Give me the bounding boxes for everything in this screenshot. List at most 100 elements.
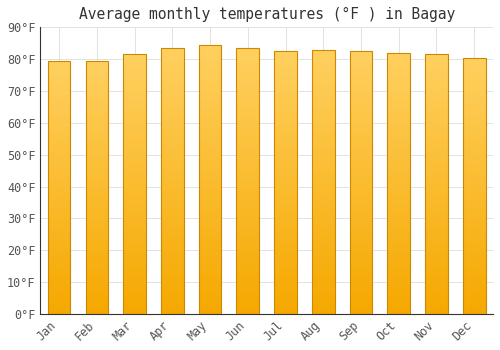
Bar bbox=[124, 140, 146, 142]
Bar bbox=[161, 136, 184, 138]
Bar bbox=[312, 243, 334, 245]
Bar bbox=[161, 146, 184, 149]
Bar bbox=[388, 126, 410, 128]
Bar bbox=[86, 76, 108, 78]
Bar bbox=[388, 89, 410, 92]
Bar bbox=[312, 163, 334, 166]
Bar bbox=[388, 103, 410, 105]
Bar bbox=[463, 183, 485, 186]
Bar bbox=[124, 80, 146, 83]
Bar bbox=[463, 209, 485, 211]
Bar bbox=[274, 190, 297, 193]
Bar bbox=[161, 69, 184, 72]
Bar bbox=[199, 99, 222, 101]
Bar bbox=[161, 290, 184, 293]
Bar bbox=[425, 285, 448, 288]
Bar bbox=[236, 61, 259, 64]
Bar bbox=[425, 132, 448, 135]
Bar bbox=[350, 114, 372, 117]
Bar bbox=[236, 72, 259, 75]
Bar bbox=[161, 154, 184, 157]
Bar bbox=[161, 56, 184, 59]
Bar bbox=[463, 260, 485, 262]
Bar bbox=[236, 85, 259, 88]
Bar bbox=[425, 138, 448, 140]
Bar bbox=[199, 93, 222, 96]
Bar bbox=[312, 145, 334, 147]
Bar bbox=[388, 149, 410, 152]
Bar bbox=[425, 156, 448, 158]
Bar bbox=[312, 86, 334, 89]
Bar bbox=[124, 218, 146, 220]
Bar bbox=[274, 280, 297, 282]
Bar bbox=[48, 187, 70, 190]
Bar bbox=[425, 148, 448, 150]
Bar bbox=[425, 75, 448, 78]
Bar bbox=[388, 58, 410, 61]
Bar bbox=[425, 213, 448, 215]
Bar bbox=[199, 161, 222, 163]
Bar bbox=[124, 283, 146, 285]
Bar bbox=[86, 175, 108, 177]
Bar bbox=[86, 147, 108, 149]
Bar bbox=[274, 261, 297, 264]
Bar bbox=[312, 261, 334, 264]
Bar bbox=[388, 141, 410, 144]
Bar bbox=[274, 83, 297, 85]
Bar bbox=[463, 155, 485, 158]
Bar bbox=[161, 106, 184, 109]
Bar bbox=[124, 296, 146, 298]
Bar bbox=[274, 93, 297, 96]
Bar bbox=[425, 111, 448, 114]
Bar bbox=[86, 203, 108, 205]
Bar bbox=[199, 147, 222, 150]
Bar bbox=[236, 242, 259, 245]
Bar bbox=[124, 272, 146, 275]
Bar bbox=[388, 251, 410, 254]
Bar bbox=[86, 139, 108, 142]
Bar bbox=[274, 183, 297, 185]
Bar bbox=[350, 88, 372, 91]
Bar bbox=[463, 186, 485, 188]
Bar bbox=[199, 91, 222, 93]
Bar bbox=[161, 48, 184, 51]
Bar bbox=[124, 62, 146, 65]
Bar bbox=[161, 245, 184, 247]
Bar bbox=[48, 132, 70, 134]
Bar bbox=[350, 83, 372, 85]
Bar bbox=[124, 122, 146, 125]
Bar bbox=[161, 168, 184, 170]
Bar bbox=[124, 303, 146, 306]
Bar bbox=[124, 130, 146, 132]
Bar bbox=[86, 61, 108, 314]
Bar bbox=[274, 172, 297, 175]
Bar bbox=[274, 259, 297, 261]
Bar bbox=[463, 160, 485, 163]
Bar bbox=[463, 232, 485, 235]
Bar bbox=[463, 78, 485, 80]
Bar bbox=[48, 86, 70, 89]
Bar bbox=[388, 84, 410, 87]
Bar bbox=[463, 288, 485, 291]
Bar bbox=[86, 182, 108, 185]
Bar bbox=[463, 306, 485, 309]
Bar bbox=[161, 213, 184, 216]
Bar bbox=[199, 75, 222, 77]
Bar bbox=[199, 290, 222, 292]
Bar bbox=[161, 101, 184, 104]
Bar bbox=[274, 133, 297, 135]
Bar bbox=[463, 163, 485, 165]
Bar bbox=[274, 148, 297, 151]
Bar bbox=[312, 132, 334, 134]
Bar bbox=[425, 67, 448, 70]
Bar bbox=[161, 170, 184, 173]
Bar bbox=[48, 167, 70, 170]
Bar bbox=[425, 130, 448, 132]
Bar bbox=[199, 174, 222, 177]
Bar bbox=[274, 256, 297, 259]
Bar bbox=[425, 122, 448, 125]
Bar bbox=[199, 136, 222, 139]
Bar bbox=[161, 77, 184, 80]
Bar bbox=[86, 284, 108, 286]
Bar bbox=[350, 109, 372, 112]
